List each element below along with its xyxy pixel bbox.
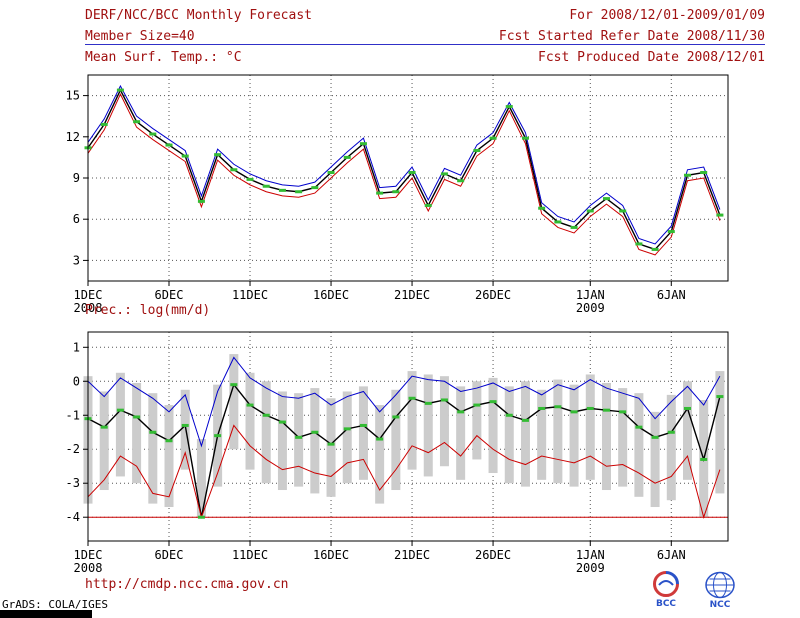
temperature-variable-label: Mean Surf. Temp.: °C bbox=[85, 50, 242, 65]
svg-text:1DEC: 1DEC bbox=[74, 288, 103, 302]
bottom-left-black-strip bbox=[0, 610, 92, 618]
svg-text:2009: 2009 bbox=[576, 301, 605, 315]
ncc-logo: NCC bbox=[705, 571, 735, 609]
svg-text:-2: -2 bbox=[66, 442, 80, 456]
bcc-logo-blue-arc bbox=[665, 571, 679, 585]
svg-text:2008: 2008 bbox=[74, 301, 103, 315]
svg-text:6JAN: 6JAN bbox=[657, 548, 686, 562]
svg-text:1JAN: 1JAN bbox=[576, 548, 605, 562]
svg-text:-4: -4 bbox=[66, 510, 80, 524]
svg-text:6JAN: 6JAN bbox=[657, 288, 686, 302]
website-url: http://cmdp.ncc.cma.gov.cn bbox=[85, 577, 289, 592]
bcc-logo-swoosh bbox=[658, 580, 674, 586]
fcst-refer-date: Fcst Started Refer Date 2008/11/30 bbox=[498, 29, 765, 44]
fcst-produced-date: Fcst Produced Date 2008/12/01 bbox=[538, 50, 765, 65]
svg-text:16DEC: 16DEC bbox=[313, 288, 349, 302]
svg-text:1JAN: 1JAN bbox=[576, 288, 605, 302]
bcc-logo-label: BCC bbox=[656, 599, 676, 609]
svg-text:26DEC: 26DEC bbox=[475, 288, 511, 302]
plot-title: DERF/NCC/BCC Monthly Forecast bbox=[85, 8, 312, 23]
bcc-logo: BCC bbox=[653, 571, 679, 609]
svg-text:6DEC: 6DEC bbox=[155, 548, 184, 562]
svg-text:21DEC: 21DEC bbox=[394, 288, 430, 302]
svg-text:12: 12 bbox=[66, 130, 80, 144]
forecast-range: For 2008/12/01-2009/01/09 bbox=[569, 8, 765, 23]
svg-text:21DEC: 21DEC bbox=[394, 548, 430, 562]
svg-text:1: 1 bbox=[73, 340, 80, 354]
svg-text:15: 15 bbox=[66, 89, 80, 103]
svg-text:2009: 2009 bbox=[576, 561, 605, 575]
svg-text:11DEC: 11DEC bbox=[232, 548, 268, 562]
svg-text:9: 9 bbox=[73, 171, 80, 185]
ncc-logo-label: NCC bbox=[710, 600, 731, 609]
svg-text:6DEC: 6DEC bbox=[155, 288, 184, 302]
svg-text:11DEC: 11DEC bbox=[232, 288, 268, 302]
svg-text:6: 6 bbox=[73, 212, 80, 226]
svg-text:0: 0 bbox=[73, 374, 80, 388]
grads-credit: GrADS: COLA/IGES bbox=[2, 598, 108, 611]
precipitation-variable-label: Prec.: log(mm/d) bbox=[85, 303, 211, 318]
svg-text:-3: -3 bbox=[66, 476, 80, 490]
svg-text:26DEC: 26DEC bbox=[475, 548, 511, 562]
header-rule bbox=[85, 44, 765, 45]
member-size: Member Size=40 bbox=[85, 29, 195, 44]
svg-text:2008: 2008 bbox=[74, 561, 103, 575]
svg-text:3: 3 bbox=[73, 253, 80, 267]
bcc-logo-red-arc bbox=[653, 571, 679, 597]
svg-text:16DEC: 16DEC bbox=[313, 548, 349, 562]
svg-text:1DEC: 1DEC bbox=[74, 548, 103, 562]
svg-text:-1: -1 bbox=[66, 408, 80, 422]
